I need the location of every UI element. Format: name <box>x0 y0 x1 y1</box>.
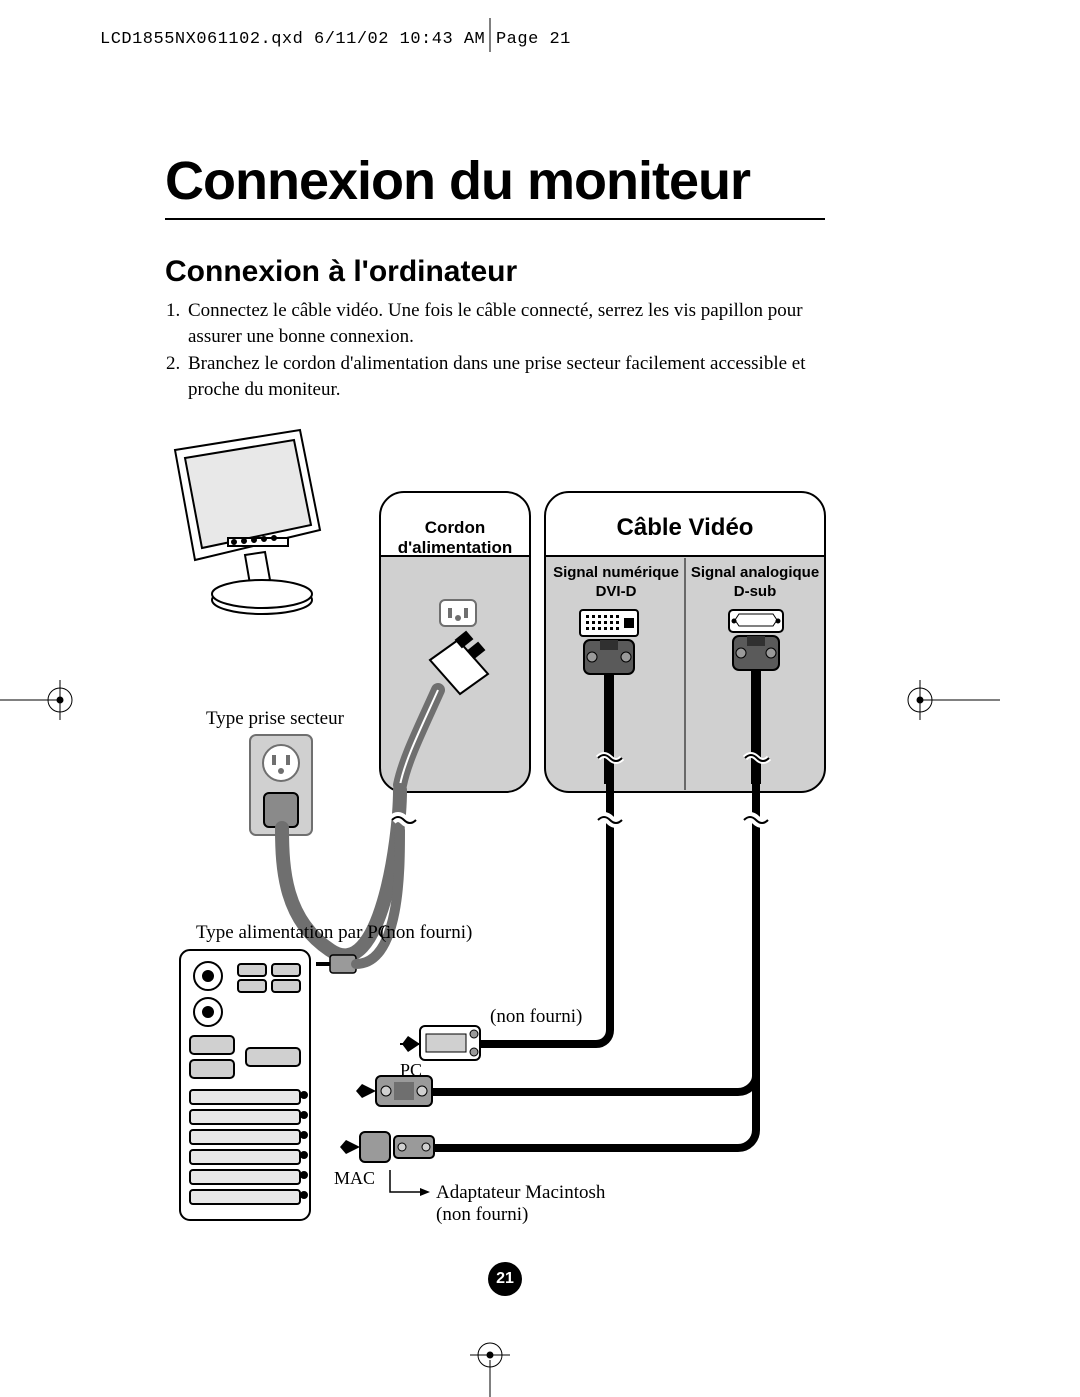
dvi-plug-pc-end <box>420 1026 480 1060</box>
mac-connector-label: MAC <box>334 1168 375 1189</box>
pc-tower-icon <box>180 950 310 1220</box>
mac-adapter-label-2: (non fourni) <box>436 1204 528 1225</box>
not-supplied-2: (non fourni) <box>490 1006 582 1028</box>
pc-connector-label: PC <box>400 1060 422 1081</box>
dsub-cable-pc <box>432 1076 756 1092</box>
not-supplied-1: (non fourni) <box>380 922 472 944</box>
mac-adapter-label-1: Adaptateur Macintosh <box>436 1182 605 1203</box>
page: LCD1855NX061102.qxd 6/11/02 10:43 AM Pag… <box>0 0 1080 1397</box>
page-number: 21 <box>488 1262 522 1296</box>
dvi-cable <box>480 784 610 1044</box>
dvi-type-label: DVI-D <box>596 583 637 600</box>
dsub-type-label: D-sub <box>734 583 777 600</box>
dvi-signal-label: Signal numérique <box>553 564 679 581</box>
wall-outlet-label: Type prise secteur <box>206 708 344 730</box>
dsub-signal-label: Signal analogique <box>691 564 819 581</box>
power-box-label: Cordon d'alimentation <box>380 518 530 558</box>
mac-adapter-plug <box>360 1132 434 1162</box>
pc-power-label: Type alimentation par PC <box>196 922 390 944</box>
wall-outlet-icon <box>250 735 312 835</box>
power-socket-icon <box>440 600 476 626</box>
monitor-icon <box>175 430 320 614</box>
video-box-label: Câble Vidéo <box>545 514 825 542</box>
